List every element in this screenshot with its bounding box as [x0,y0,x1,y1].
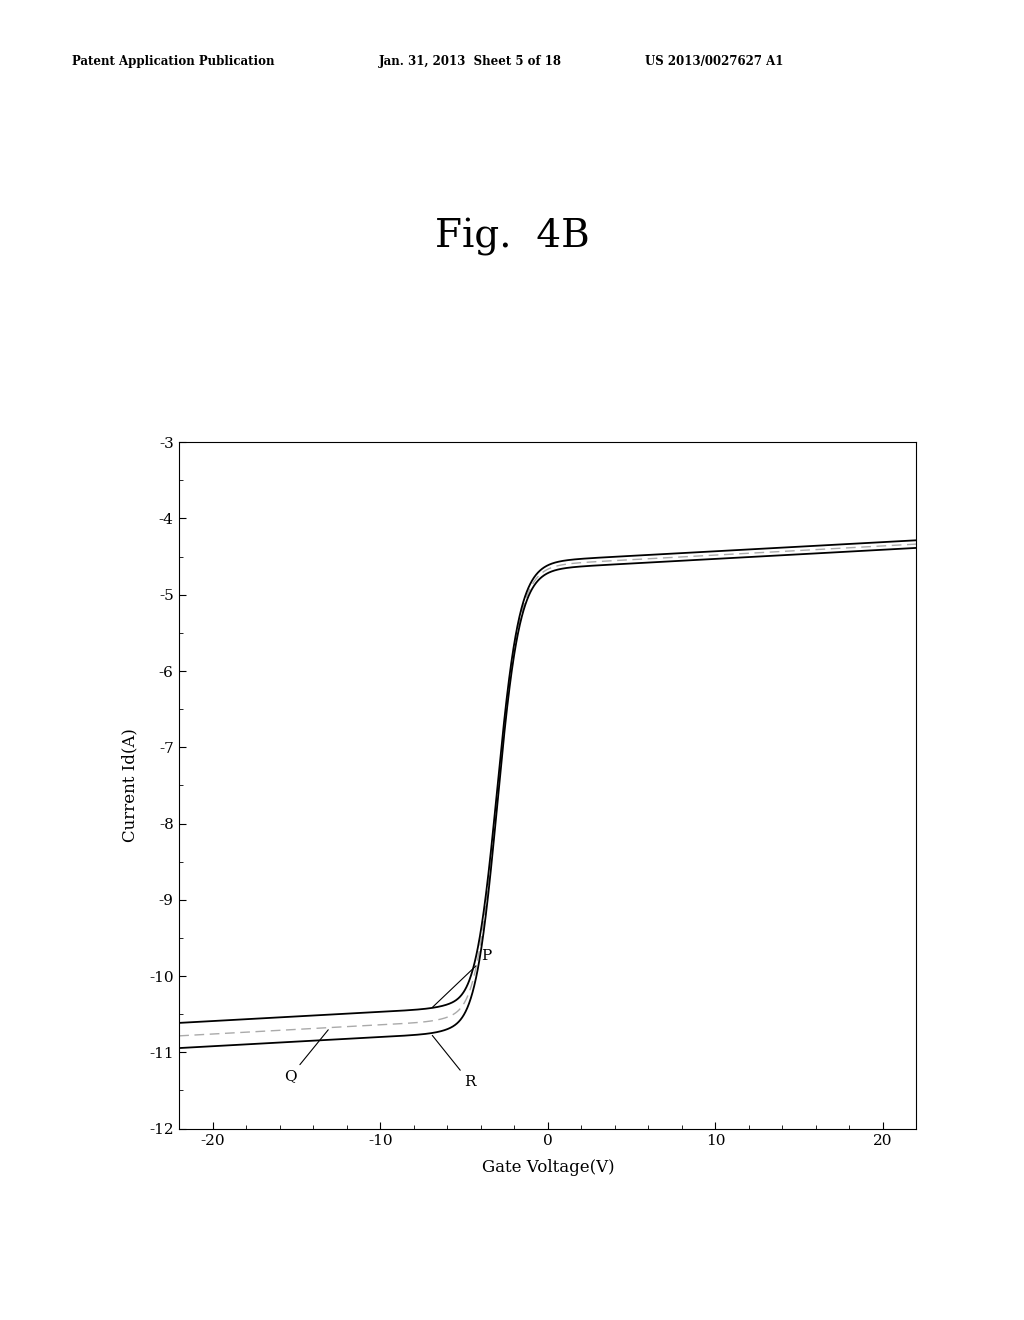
Text: Patent Application Publication: Patent Application Publication [72,55,274,69]
X-axis label: Gate Voltage(V): Gate Voltage(V) [481,1159,614,1176]
Text: Q: Q [284,1030,329,1084]
Text: P: P [432,949,492,1007]
Y-axis label: Current Id(A): Current Id(A) [121,729,138,842]
Text: Fig.  4B: Fig. 4B [434,218,590,256]
Text: US 2013/0027627 A1: US 2013/0027627 A1 [645,55,783,69]
Text: R: R [432,1035,475,1089]
Text: Jan. 31, 2013  Sheet 5 of 18: Jan. 31, 2013 Sheet 5 of 18 [379,55,562,69]
